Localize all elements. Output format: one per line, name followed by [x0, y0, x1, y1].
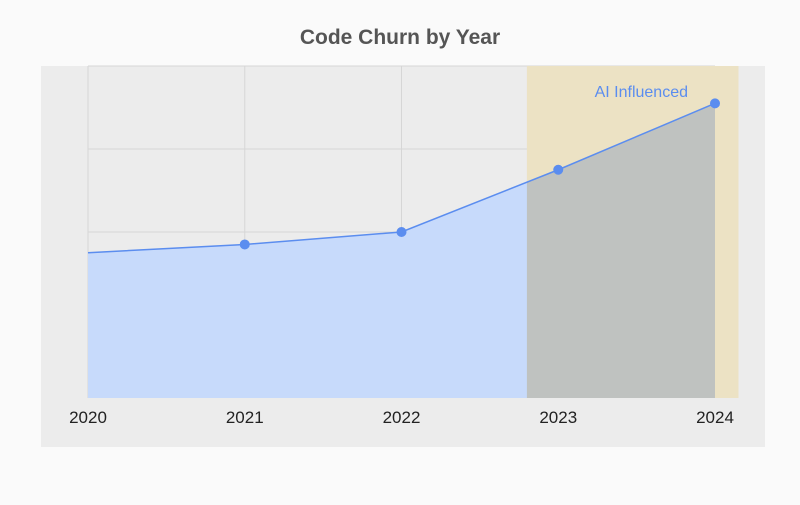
ai-influenced-label: AI Influenced	[595, 84, 688, 101]
chart-title: Code Churn by Year	[299, 26, 501, 49]
x-tick-label: 2020	[69, 408, 107, 427]
x-tick-label: 2021	[226, 408, 264, 427]
data-point-2022	[396, 227, 407, 237]
data-points	[239, 98, 720, 250]
data-point-2023	[553, 164, 564, 175]
data-point-2024	[710, 98, 720, 109]
x-tick-label: 2023	[539, 408, 577, 427]
x-tick-label: 2022	[383, 408, 421, 427]
x-axis-labels: 2020 2021 2022 2023 2024	[69, 408, 734, 427]
ai-influenced-overlay	[526, 103, 715, 398]
x-tick-label: 2024	[696, 408, 734, 427]
data-point-2021	[239, 239, 250, 250]
